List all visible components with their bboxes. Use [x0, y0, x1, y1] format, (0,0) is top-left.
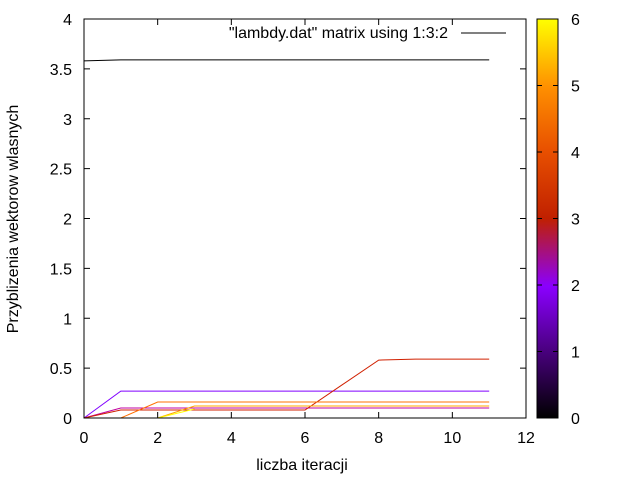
series-line-3	[83, 358, 490, 419]
colorbar-tick-label: 3	[571, 212, 580, 229]
y-tick-label: 1	[63, 311, 72, 328]
x-tick-label: 4	[227, 430, 236, 447]
y-tick-label: 1.5	[50, 261, 72, 278]
series-line-5	[157, 405, 490, 419]
y-axis-label: Przyblizenia wektorow wlasnych	[5, 105, 22, 334]
x-tick-label: 12	[517, 430, 535, 447]
series-line-2	[83, 407, 490, 419]
series-line-4	[120, 401, 490, 419]
series-layer	[83, 59, 490, 419]
x-tick-label: 0	[80, 430, 89, 447]
y-tick-label: 4	[63, 12, 72, 29]
y-tick-label: 3	[63, 112, 72, 129]
axes-layer: 0 2 4 6 8 10 12 0 0.5 1 1.5 2 2.5 3 3.5 4	[50, 12, 535, 447]
x-tick-label: 6	[301, 430, 310, 447]
x-tick-label: 2	[153, 430, 162, 447]
legend-label: "lambdy.dat" matrix using 1:3:2	[229, 25, 448, 42]
x-axis-label: liczba iteracji	[256, 457, 348, 474]
colorbar-tick-label: 0	[571, 411, 580, 428]
x-tick-label: 8	[374, 430, 383, 447]
labels-layer: liczba iteracji Przyblizenia wektorow wl…	[5, 25, 506, 474]
colorbar: 0 1 2 3 4 5 6	[536, 12, 580, 428]
y-tick-label: 2	[63, 212, 72, 229]
y-tick-label: 0	[63, 411, 72, 428]
plot-border	[83, 18, 527, 419]
colorbar-tick-label: 1	[571, 345, 580, 362]
y-tick-label: 3.5	[50, 62, 72, 79]
y-tick-label: 2.5	[50, 162, 72, 179]
colorbar-tick-label: 5	[571, 79, 580, 96]
series-line-0	[83, 59, 490, 62]
x-tick-label: 10	[443, 430, 461, 447]
series-line-1	[83, 390, 490, 419]
colorbar-tick-label: 4	[571, 145, 580, 162]
series-line-6	[157, 408, 195, 419]
colorbar-tick-label: 2	[571, 278, 580, 295]
colorbar-tick-label: 6	[571, 12, 580, 29]
y-tick-label: 0.5	[50, 361, 72, 378]
